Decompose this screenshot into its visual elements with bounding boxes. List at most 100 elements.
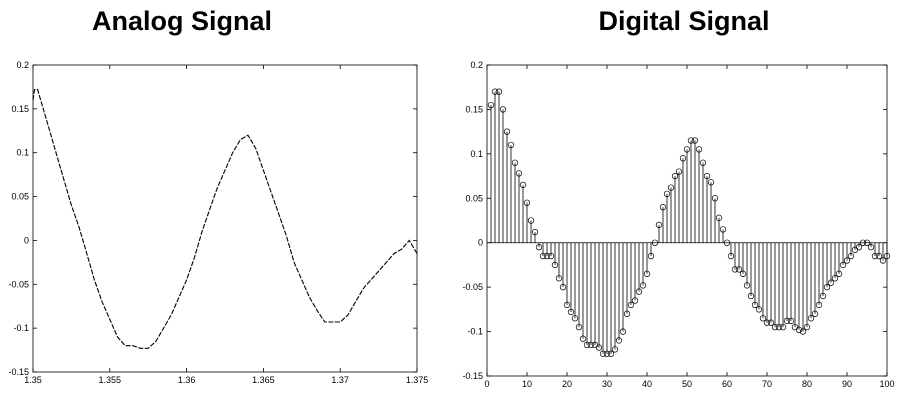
digital-sample-marker bbox=[759, 315, 767, 322]
digital-sample-marker bbox=[723, 239, 731, 246]
digital-sample-marker bbox=[623, 310, 631, 317]
digital-sample-marker bbox=[547, 252, 555, 260]
digital-xtick-label: 40 bbox=[642, 379, 652, 389]
digital-sample-marker bbox=[703, 172, 711, 180]
digital-sample-marker bbox=[719, 226, 727, 233]
digital-sample-marker bbox=[603, 350, 611, 357]
digital-xtick-label: 20 bbox=[562, 379, 572, 389]
analog-ytick-label: -0.1 bbox=[13, 323, 29, 333]
analog-ytick-label: 0.1 bbox=[16, 148, 29, 158]
digital-sample-marker bbox=[519, 181, 527, 189]
analog-ytick-label: 0.15 bbox=[11, 104, 29, 114]
digital-sample-marker bbox=[491, 88, 499, 95]
analog-ytick-label: -0.05 bbox=[8, 279, 29, 289]
digital-sample-marker bbox=[575, 323, 583, 331]
digital-sample-marker bbox=[771, 323, 779, 331]
digital-sample-marker bbox=[527, 217, 535, 224]
digital-sample-marker bbox=[715, 214, 723, 221]
digital-sample-marker bbox=[847, 252, 855, 260]
digital-sample-marker bbox=[855, 244, 863, 251]
digital-sample-marker bbox=[583, 341, 591, 349]
digital-sample-marker bbox=[659, 204, 667, 211]
digital-sample-marker bbox=[683, 146, 691, 153]
digital-sample-marker bbox=[675, 168, 683, 175]
digital-sample-marker bbox=[679, 155, 687, 162]
digital-ytick-label: 0.05 bbox=[465, 193, 483, 203]
digital-sample-marker bbox=[487, 101, 495, 109]
digital-ytick-label: -0.15 bbox=[462, 371, 483, 381]
digital-sample-marker bbox=[739, 270, 747, 277]
digital-sample-marker bbox=[863, 239, 871, 246]
analog-xtick-label: 1.375 bbox=[406, 375, 429, 385]
digital-sample-marker bbox=[819, 292, 827, 300]
digital-sample-marker bbox=[587, 341, 595, 349]
digital-sample-marker bbox=[495, 88, 503, 95]
digital-sample-marker bbox=[755, 306, 763, 313]
digital-xtick-label: 100 bbox=[879, 379, 894, 389]
digital-sample-marker bbox=[763, 319, 771, 326]
digital-sample-marker bbox=[511, 159, 519, 166]
analog-xtick-label: 1.365 bbox=[252, 375, 275, 385]
digital-sample-marker bbox=[811, 310, 819, 317]
digital-sample-marker bbox=[831, 275, 839, 282]
digital-sample-marker bbox=[835, 270, 843, 277]
digital-sample-marker bbox=[655, 221, 663, 229]
digital-chart-title: Digital Signal bbox=[598, 6, 770, 36]
digital-sample-marker bbox=[711, 195, 719, 202]
digital-sample-marker bbox=[839, 261, 847, 269]
digital-xtick-label: 0 bbox=[484, 379, 489, 389]
digital-sample-marker bbox=[667, 184, 675, 191]
digital-sample-marker bbox=[871, 252, 879, 260]
digital-sample-marker bbox=[535, 244, 543, 251]
digital-sample-marker bbox=[859, 239, 867, 246]
digital-sample-marker bbox=[735, 266, 743, 273]
digital-xtick-label: 10 bbox=[522, 379, 532, 389]
digital-sample-marker bbox=[803, 323, 811, 331]
digital-sample-marker bbox=[779, 323, 787, 331]
digital-sample-marker bbox=[531, 228, 539, 236]
digital-sample-marker bbox=[743, 282, 751, 289]
digital-xtick-label: 50 bbox=[682, 379, 692, 389]
digital-sample-marker bbox=[691, 137, 699, 144]
analog-ytick-label: -0.15 bbox=[8, 367, 29, 377]
digital-sample-marker bbox=[639, 282, 647, 289]
digital-sample-marker bbox=[699, 159, 707, 166]
digital-sample-marker bbox=[879, 257, 887, 264]
digital-sample-marker bbox=[671, 172, 679, 180]
digital-xtick-label: 90 bbox=[842, 379, 852, 389]
analog-plot-frame bbox=[32, 64, 418, 373]
digital-xtick-label: 80 bbox=[802, 379, 812, 389]
digital-sample-marker bbox=[663, 190, 671, 197]
digital-sample-marker bbox=[875, 252, 883, 260]
digital-sample-marker bbox=[515, 170, 523, 177]
digital-sample-marker bbox=[731, 266, 739, 273]
analog-signal-line bbox=[32, 89, 418, 349]
digital-sample-marker bbox=[507, 141, 515, 149]
digital-sample-marker bbox=[751, 301, 759, 309]
digital-sample-marker bbox=[599, 350, 607, 357]
analog-ytick-label: 0.2 bbox=[16, 60, 29, 70]
digital-sample-marker bbox=[647, 252, 655, 260]
digital-sample-marker bbox=[687, 137, 695, 144]
analog-ytick-label: 0.05 bbox=[11, 192, 29, 202]
analog-xtick-label: 1.35 bbox=[24, 375, 42, 385]
digital-sample-marker bbox=[555, 275, 563, 282]
digital-ytick-label: 0.1 bbox=[470, 149, 483, 159]
digital-sample-marker bbox=[563, 301, 571, 309]
digital-sample-marker bbox=[867, 244, 875, 251]
digital-sample-marker bbox=[643, 270, 651, 277]
digital-xtick-label: 70 bbox=[762, 379, 772, 389]
digital-sample-marker bbox=[503, 128, 511, 135]
digital-ytick-label: -0.05 bbox=[462, 282, 483, 292]
digital-sample-marker bbox=[695, 146, 703, 153]
digital-sample-marker bbox=[783, 317, 791, 325]
digital-sample-marker bbox=[775, 323, 783, 331]
digital-xtick-label: 60 bbox=[722, 379, 732, 389]
digital-sample-marker bbox=[727, 252, 735, 260]
digital-sample-marker bbox=[523, 199, 531, 206]
digital-sample-marker bbox=[595, 344, 603, 351]
analog-ytick-label: 0 bbox=[24, 235, 29, 245]
digital-sample-marker bbox=[499, 106, 507, 113]
digital-sample-marker bbox=[747, 292, 755, 300]
